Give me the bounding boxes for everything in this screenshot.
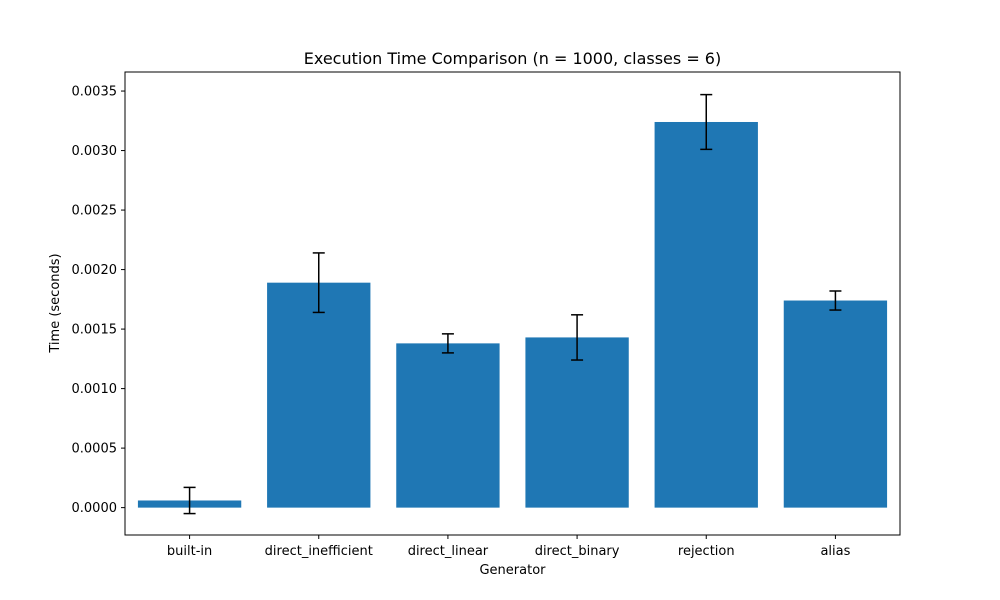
y-tick-label: 0.0010 xyxy=(72,382,118,397)
y-tick-label: 0.0030 xyxy=(72,144,118,159)
x-tick-label: direct_inefficient xyxy=(265,544,373,559)
bar-direct_inefficient xyxy=(267,282,371,508)
chart-title: Execution Time Comparison (n = 1000, cla… xyxy=(304,49,721,68)
x-tick-label: rejection xyxy=(678,544,735,559)
y-tick-label: 0.0020 xyxy=(72,263,118,278)
y-tick-label: 0.0025 xyxy=(72,204,118,219)
plot-area: 0.0000 0.0005 0.0010 0.0015 0.0020 0.0025 0.00… xyxy=(72,71,901,559)
x-tick-label: built-in xyxy=(167,544,212,559)
x-tick-label: direct_linear xyxy=(408,544,489,559)
y-tick-label: 0.0000 xyxy=(72,501,118,516)
x-tick-label: direct_binary xyxy=(535,544,620,559)
y-tick-label: 0.0015 xyxy=(72,323,118,338)
y-tick-label: 0.0005 xyxy=(72,442,118,457)
y-axis-label: Time (seconds) xyxy=(48,253,63,353)
plot-frame xyxy=(124,71,901,536)
y-tick-label: 0.0035 xyxy=(72,85,118,100)
bar-alias xyxy=(783,300,888,508)
x-axis-label: Generator xyxy=(479,563,546,578)
bar-direct_binary xyxy=(525,337,629,508)
bar-direct_linear xyxy=(396,343,500,508)
bar-rejection xyxy=(654,121,758,508)
x-tick-label: alias xyxy=(820,544,850,559)
